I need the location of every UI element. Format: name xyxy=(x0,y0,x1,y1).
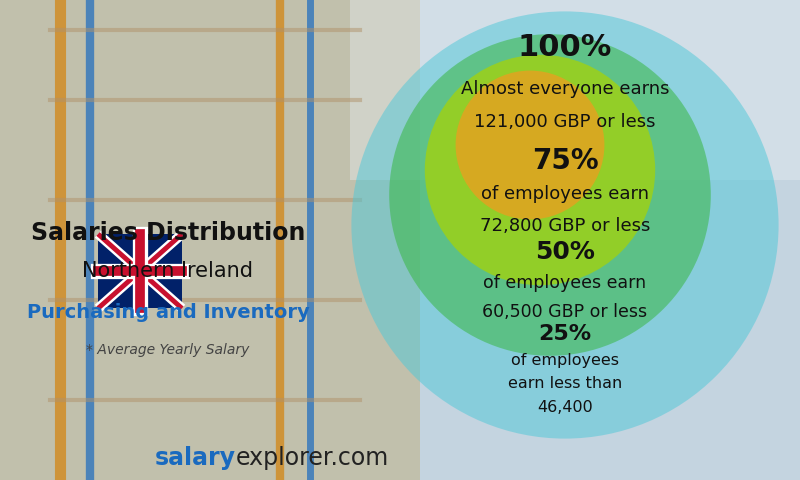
Text: Northern Ireland: Northern Ireland xyxy=(82,261,254,281)
Bar xyxy=(420,0,800,480)
Bar xyxy=(350,0,800,180)
Text: Almost everyone earns: Almost everyone earns xyxy=(461,80,670,98)
Text: 75%: 75% xyxy=(532,147,598,175)
Text: 121,000 GBP or less: 121,000 GBP or less xyxy=(474,113,656,132)
Circle shape xyxy=(389,34,710,356)
Text: of employees earn: of employees earn xyxy=(481,185,649,204)
Text: of employees earn: of employees earn xyxy=(483,274,646,292)
Text: 100%: 100% xyxy=(518,34,612,62)
Text: of employees: of employees xyxy=(511,352,619,368)
Circle shape xyxy=(351,12,778,439)
Text: earn less than: earn less than xyxy=(508,376,622,392)
Text: 60,500 GBP or less: 60,500 GBP or less xyxy=(482,303,647,321)
Bar xyxy=(98,234,182,308)
Bar xyxy=(0,0,420,480)
Text: 46,400: 46,400 xyxy=(537,400,593,416)
Circle shape xyxy=(456,71,605,219)
Text: Purchasing and Inventory: Purchasing and Inventory xyxy=(26,302,310,322)
Text: salary: salary xyxy=(155,446,236,470)
Text: 50%: 50% xyxy=(535,240,595,264)
Text: explorer.com: explorer.com xyxy=(236,446,390,470)
Text: 25%: 25% xyxy=(538,324,591,344)
Text: * Average Yearly Salary: * Average Yearly Salary xyxy=(86,343,250,358)
Circle shape xyxy=(425,55,655,285)
Text: Salaries Distribution: Salaries Distribution xyxy=(31,221,305,245)
Text: 72,800 GBP or less: 72,800 GBP or less xyxy=(480,216,650,235)
